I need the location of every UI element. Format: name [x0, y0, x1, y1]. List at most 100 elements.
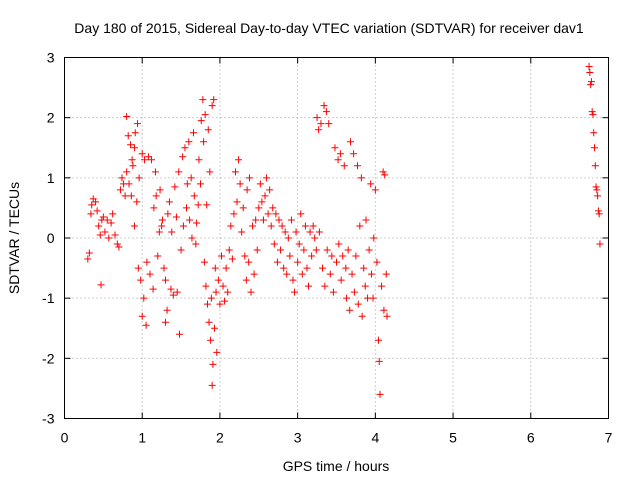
data-point	[158, 222, 166, 230]
data-point	[115, 243, 123, 251]
data-point	[286, 252, 294, 260]
data-point	[322, 108, 330, 116]
x-tick-label: 0	[61, 430, 69, 446]
data-point	[326, 270, 334, 278]
data-point	[270, 240, 278, 248]
data-point	[346, 306, 354, 314]
data-point	[85, 249, 93, 257]
data-point	[176, 330, 184, 338]
data-point	[224, 288, 232, 296]
x-tick-label: 3	[294, 430, 302, 446]
data-point	[96, 231, 104, 239]
data-point	[135, 174, 143, 182]
data-point	[202, 282, 210, 290]
data-point	[172, 213, 180, 221]
data-point	[105, 234, 113, 242]
data-point	[128, 156, 136, 164]
data-point	[259, 216, 267, 224]
y-tick-label: -3	[42, 411, 55, 427]
data-point	[116, 186, 124, 194]
data-point	[376, 390, 384, 398]
data-point	[297, 210, 305, 218]
data-point	[179, 153, 187, 161]
data-point	[350, 288, 358, 296]
data-point	[362, 216, 370, 224]
x-tick-label: 5	[449, 430, 457, 446]
data-point	[589, 111, 597, 119]
data-point	[131, 129, 139, 137]
data-point	[594, 207, 602, 215]
data-point	[162, 318, 170, 326]
data-point	[188, 234, 196, 242]
data-point	[222, 264, 230, 272]
data-point	[103, 216, 111, 224]
grid	[64, 57, 609, 419]
data-point	[225, 246, 233, 254]
data-point	[148, 156, 156, 164]
data-point	[328, 252, 336, 260]
data-point	[207, 336, 215, 344]
data-point	[272, 210, 280, 218]
data-point	[593, 186, 601, 194]
data-point	[125, 180, 133, 188]
data-point	[350, 150, 358, 158]
data-point	[588, 108, 596, 116]
data-point	[87, 210, 95, 218]
data-point	[228, 255, 236, 263]
data-point	[367, 180, 375, 188]
data-point	[239, 204, 247, 212]
data-point	[133, 198, 141, 206]
data-point	[303, 264, 311, 272]
data-point	[320, 102, 328, 110]
data-point	[292, 228, 300, 236]
data-point	[241, 252, 249, 260]
data-point	[348, 270, 356, 278]
x-tick-label: 4	[371, 430, 379, 446]
data-point	[586, 69, 594, 77]
data-points	[84, 63, 604, 398]
data-point	[200, 138, 208, 146]
data-point	[230, 210, 238, 218]
data-point	[151, 168, 159, 176]
data-point	[333, 258, 340, 266]
data-point	[200, 258, 208, 266]
data-point	[144, 153, 152, 161]
data-point	[315, 126, 323, 134]
data-point	[214, 276, 222, 284]
data-point	[210, 96, 218, 104]
data-point	[255, 204, 263, 212]
y-tick-label: -2	[42, 350, 55, 366]
data-point	[289, 276, 297, 284]
data-point	[247, 288, 255, 296]
data-point	[211, 264, 219, 272]
data-point	[143, 258, 151, 266]
data-point	[207, 294, 215, 302]
data-point	[245, 258, 253, 266]
data-point	[99, 213, 107, 221]
data-point	[107, 219, 115, 227]
data-point	[88, 201, 96, 209]
data-point	[121, 192, 129, 200]
x-tick-label: 6	[527, 430, 535, 446]
data-point	[358, 312, 366, 320]
data-point	[93, 207, 101, 215]
data-point	[352, 252, 360, 260]
data-point	[346, 138, 354, 146]
data-point	[164, 210, 172, 218]
data-point	[173, 288, 181, 296]
data-point	[306, 228, 314, 236]
data-point	[118, 174, 126, 182]
data-point	[92, 198, 100, 206]
data-point	[113, 240, 121, 248]
data-point	[275, 216, 283, 224]
data-point	[158, 216, 166, 224]
data-point	[344, 246, 352, 254]
y-tick-label: 0	[47, 230, 55, 246]
data-point	[216, 300, 224, 308]
data-point	[295, 240, 303, 248]
data-point	[137, 276, 145, 284]
data-point	[130, 144, 138, 152]
data-point	[141, 156, 149, 164]
data-point	[317, 120, 325, 128]
